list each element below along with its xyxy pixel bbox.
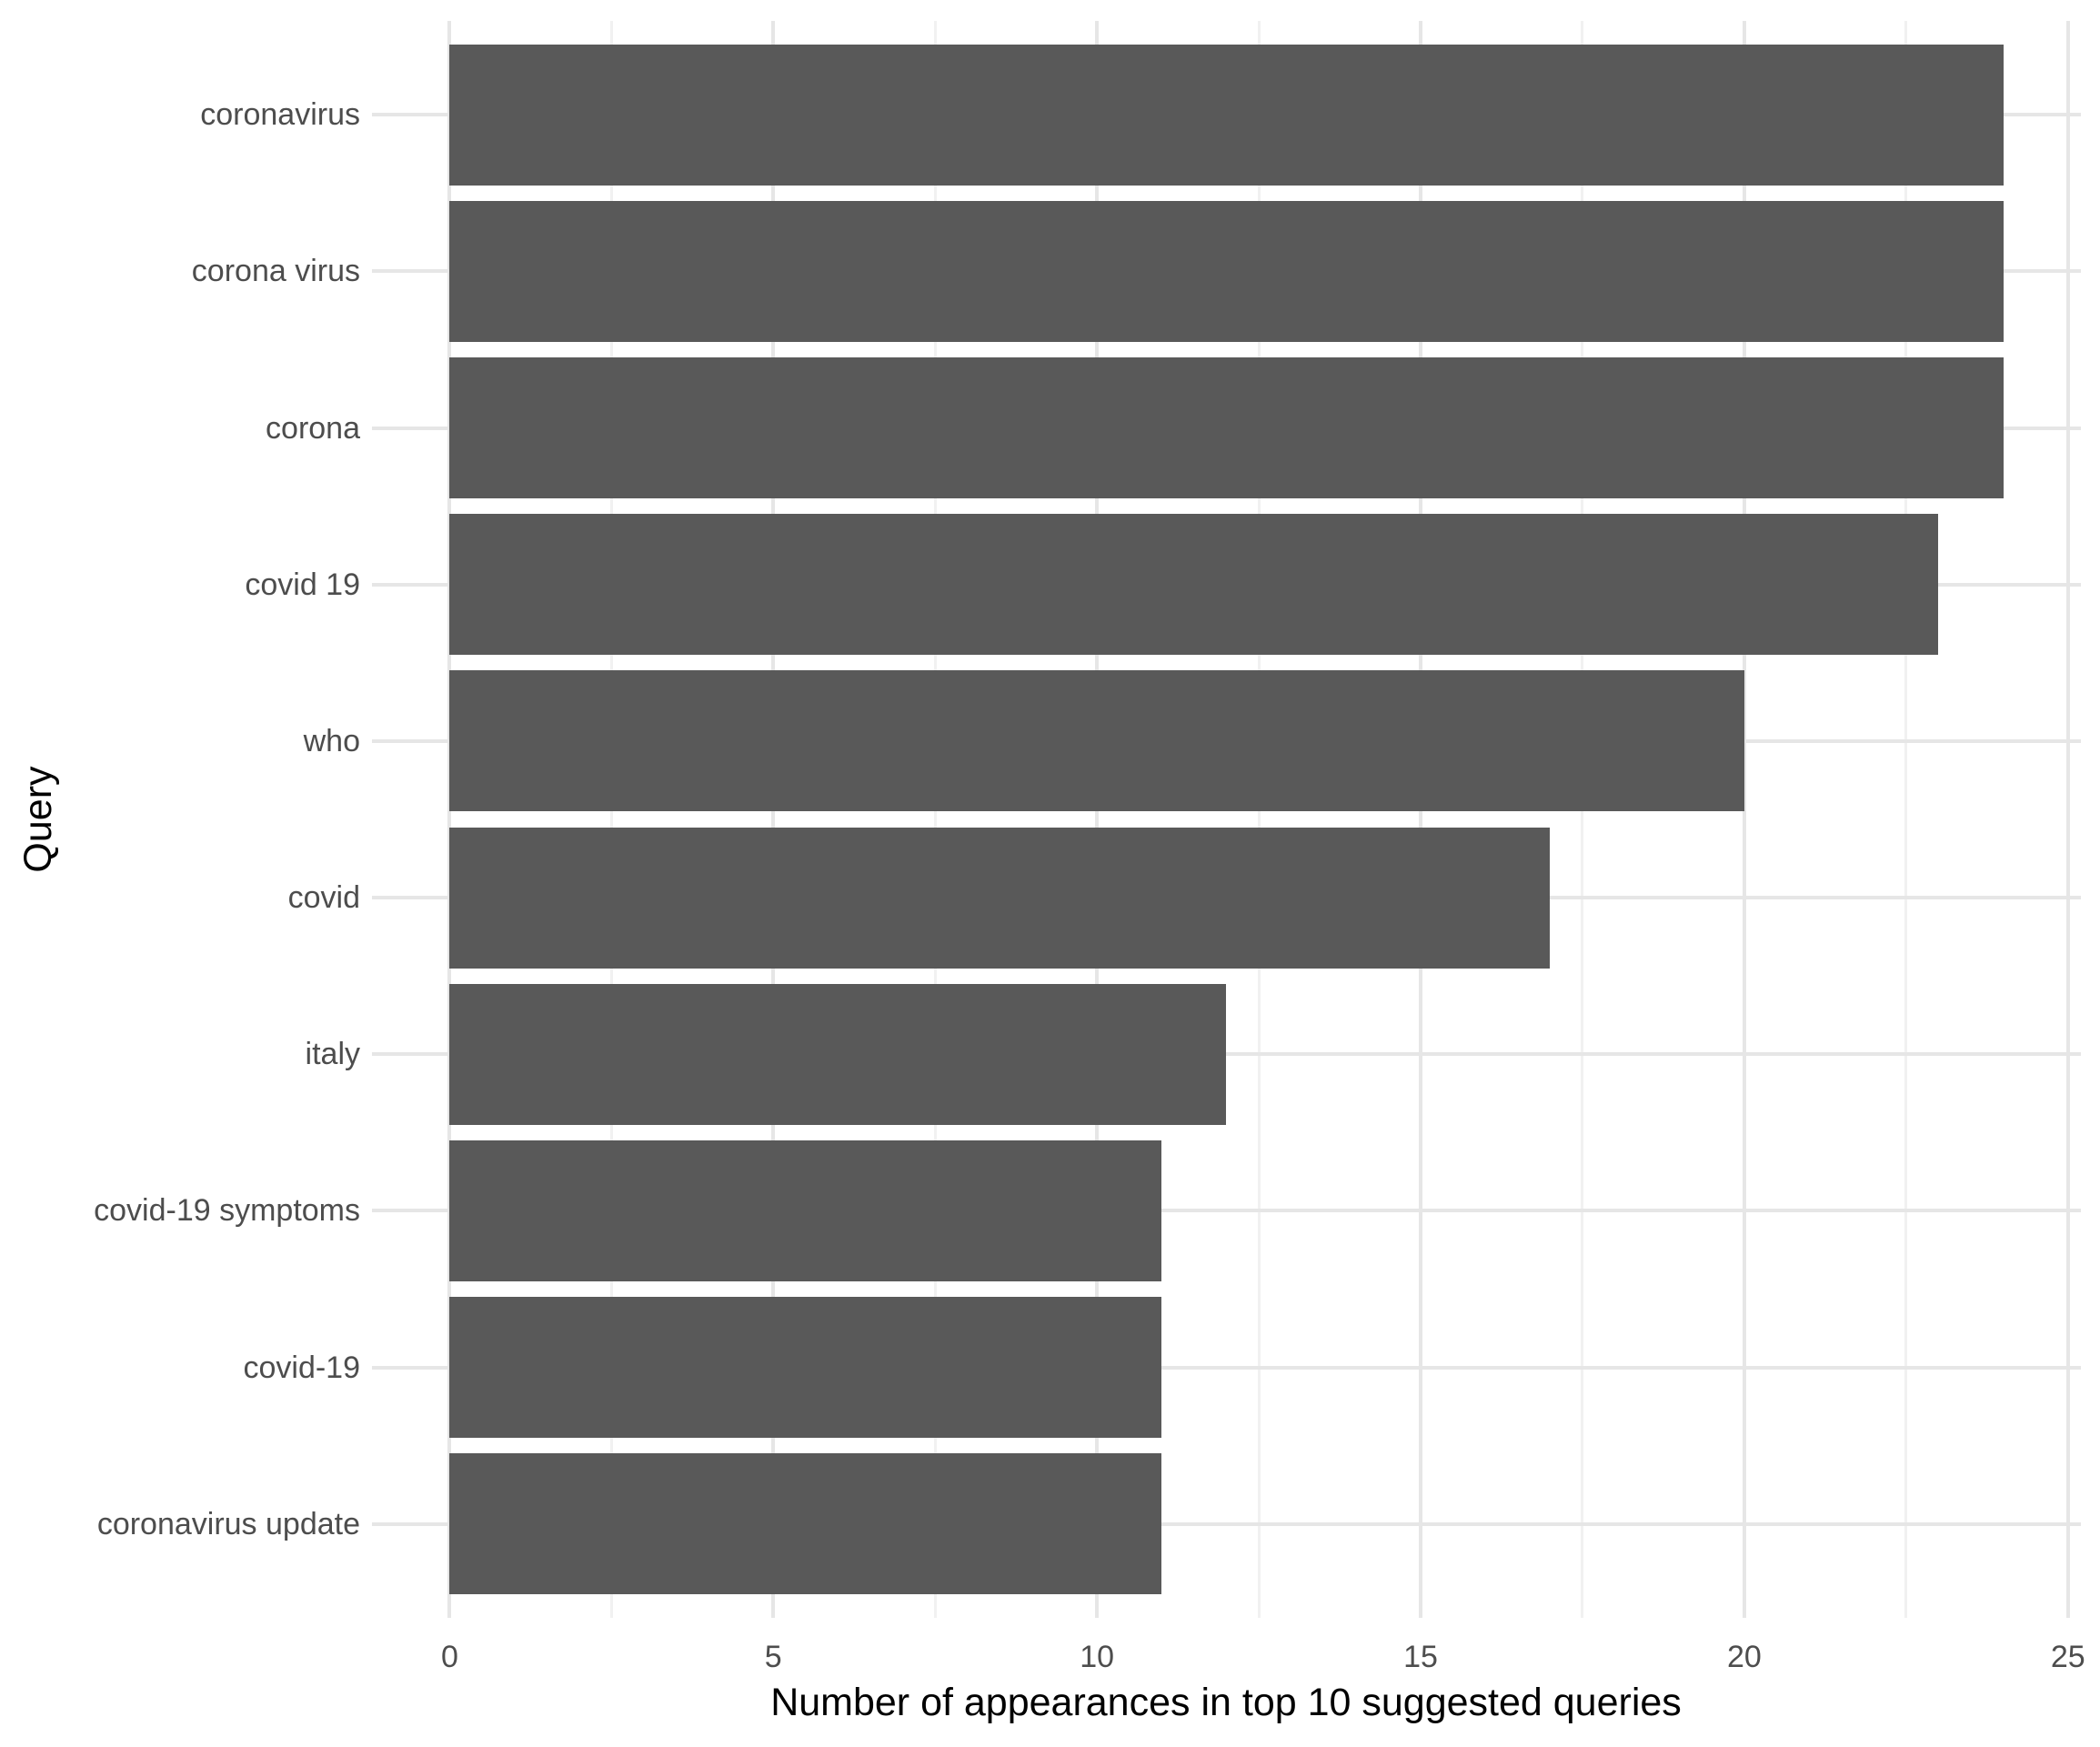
bar-italy [449,983,1227,1125]
y-tick-label: covid-19 [243,1350,360,1385]
gridline-minor-vertical [1904,21,1908,1618]
x-tick-label: 15 [1403,1640,1438,1674]
gridline-major-horizontal [372,1365,2081,1370]
gridline-minor-vertical [933,21,937,1618]
bar-coronavirus [449,44,2004,186]
bar-covid-19 [449,1297,1162,1439]
gridline-major-horizontal [372,1052,2081,1057]
y-tick-label: who [303,723,360,758]
x-tick-label: 0 [440,1640,458,1674]
y-tick-label: corona virus [191,254,360,289]
bar-covid-19 [449,514,1939,656]
gridline-major-vertical [771,21,776,1618]
gridline-major-vertical [1419,21,1423,1618]
gridline-minor-vertical [1581,21,1584,1618]
bar-who [449,670,1744,812]
gridline-major-vertical [2065,21,2070,1618]
x-axis-title: Number of appearances in top 10 suggeste… [770,1681,1682,1724]
bar-coronavirus-update [449,1453,1162,1595]
y-tick-label: covid [287,880,360,916]
gridline-major-vertical [1742,21,1746,1618]
plot-panel [372,21,2081,1618]
y-tick-label: coronavirus [200,97,360,133]
gridline-minor-vertical [609,21,613,1618]
x-tick-label: 20 [1726,1640,1762,1674]
bar-corona-virus [449,200,2004,342]
y-tick-label: coronavirus update [96,1506,360,1541]
bar-covid [449,827,1551,969]
x-tick-label: 10 [1080,1640,1115,1674]
gridline-major-horizontal [372,1521,2081,1526]
bar-corona [449,357,2004,499]
y-tick-label: covid 19 [245,567,360,602]
y-tick-label: covid-19 symptoms [94,1193,360,1229]
x-tick-label: 5 [764,1640,782,1674]
y-tick-label: corona [266,410,360,446]
y-axis-title: Query [16,766,60,873]
x-tick-label: 25 [2050,1640,2085,1674]
gridline-major-horizontal [372,1209,2081,1213]
gridline-major-vertical [447,21,452,1618]
gridline-minor-vertical [1257,21,1261,1618]
bar-covid-19-symptoms [449,1140,1162,1281]
y-tick-label: italy [305,1037,360,1072]
gridline-major-vertical [1095,21,1100,1618]
